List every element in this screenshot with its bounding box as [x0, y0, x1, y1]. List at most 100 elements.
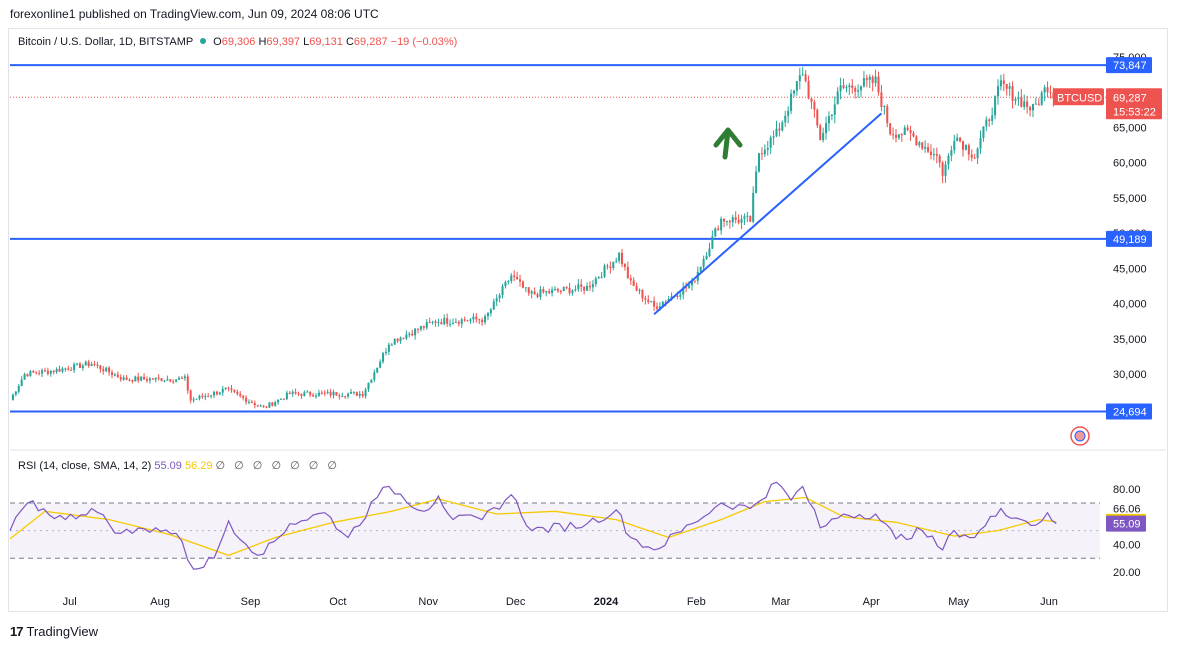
candle-body	[973, 157, 976, 159]
candle-body	[967, 145, 970, 155]
candle-body	[1043, 87, 1046, 93]
candle-body	[443, 318, 446, 325]
candle-body	[61, 368, 64, 372]
candle-body	[819, 125, 822, 141]
candle-body	[941, 162, 944, 176]
candle-body	[728, 220, 731, 223]
symbol-legend: Bitcoin / U.S. Dollar, 1D, BITSTAMP O69,…	[18, 36, 457, 48]
candle-body	[588, 285, 591, 288]
candle-body	[962, 141, 965, 150]
candle-body	[953, 140, 956, 151]
candle-body	[516, 276, 519, 280]
candle-body	[956, 137, 959, 141]
rsi-axis-label: 20.00	[1113, 567, 1141, 579]
candle-body	[41, 370, 44, 374]
candle-body	[14, 391, 17, 395]
drawings[interactable]	[653, 112, 883, 315]
candle-body	[705, 255, 708, 259]
rsi-legend: RSI (14, close, SMA, 14, 2) 55.09 56.29 …	[18, 459, 340, 472]
candle-body	[874, 76, 877, 83]
candle-body	[486, 313, 489, 317]
candle-body	[778, 128, 781, 131]
price-axis-label: 60,000	[1113, 158, 1147, 170]
candle-body	[755, 171, 758, 193]
candle-body	[472, 316, 475, 320]
candle-body	[501, 286, 504, 296]
candle-body	[431, 321, 434, 323]
candle-body	[1005, 83, 1008, 89]
candle-body	[586, 285, 589, 291]
candle-body	[201, 395, 204, 397]
last-price-tag[interactable]	[1106, 88, 1162, 120]
candle-body	[236, 391, 239, 394]
ticker-tag[interactable]	[1053, 88, 1104, 106]
candle-body	[288, 392, 291, 395]
candle-body	[379, 361, 382, 368]
candle-body	[839, 85, 842, 92]
candle-body	[859, 86, 863, 91]
horizontal-levels[interactable]	[10, 64, 1106, 413]
candle-body	[609, 266, 612, 268]
candle-body	[600, 276, 603, 278]
up-arrow-stem[interactable]	[722, 128, 731, 160]
candle-body	[478, 319, 481, 321]
candle-body	[1029, 107, 1032, 111]
candle-body	[414, 328, 417, 336]
candle-body	[489, 309, 492, 314]
candle-body	[848, 85, 851, 88]
level-price-tag[interactable]	[1106, 57, 1152, 74]
candle-body	[1002, 80, 1005, 84]
price-axis[interactable]: 75,00070,00065,00060,00055,00050,00045,0…	[1053, 52, 1162, 446]
time-axis-label: Mar	[771, 596, 790, 608]
rsi-legend-value: 55.09	[154, 460, 182, 472]
candle-body	[475, 316, 478, 320]
candle-body	[55, 368, 58, 373]
trendline[interactable]	[653, 112, 883, 315]
candle-body	[285, 392, 288, 400]
candle-body	[297, 393, 300, 395]
candle-body	[361, 393, 364, 397]
candle-body	[568, 288, 571, 294]
candle-body	[265, 406, 268, 408]
candle-body	[915, 136, 918, 146]
candle-body	[947, 155, 950, 165]
footer: 17 TradingView	[10, 624, 98, 639]
candle-body	[347, 393, 350, 397]
level-price-tag[interactable]	[1106, 403, 1152, 420]
candle-body	[172, 381, 175, 383]
candle-body	[32, 371, 35, 373]
candle-body	[382, 353, 385, 362]
candle-body	[551, 289, 554, 293]
candle-body	[218, 392, 221, 395]
candle-body	[644, 298, 647, 300]
candle-body	[775, 128, 778, 137]
candle-body	[256, 405, 259, 407]
candle-body	[1020, 97, 1023, 107]
candle-body	[169, 379, 172, 382]
candle-body	[1049, 92, 1052, 94]
time-axis-label: Jun	[1040, 596, 1058, 608]
time-axis-label: May	[948, 596, 969, 608]
candle-body	[612, 261, 615, 268]
tradingview-logo-icon: 17	[10, 624, 24, 639]
candle-body	[469, 319, 472, 321]
candle-body	[851, 85, 854, 89]
candle-body	[982, 126, 985, 138]
level-price-tag[interactable]	[1106, 230, 1152, 247]
candle-body	[344, 396, 347, 398]
candle-body	[364, 389, 367, 397]
candle-body	[110, 372, 114, 375]
candle-body	[574, 289, 577, 291]
candle-body	[58, 368, 61, 372]
candle-body	[440, 322, 443, 325]
candle-body	[571, 290, 574, 294]
candle-body	[734, 217, 737, 220]
rsi-value-tag[interactable]	[1106, 515, 1146, 532]
low-value: 69,131	[309, 36, 343, 48]
candle-body	[580, 284, 583, 287]
candle-body	[810, 98, 813, 102]
candle-body	[481, 319, 484, 323]
candle-body	[868, 76, 871, 80]
